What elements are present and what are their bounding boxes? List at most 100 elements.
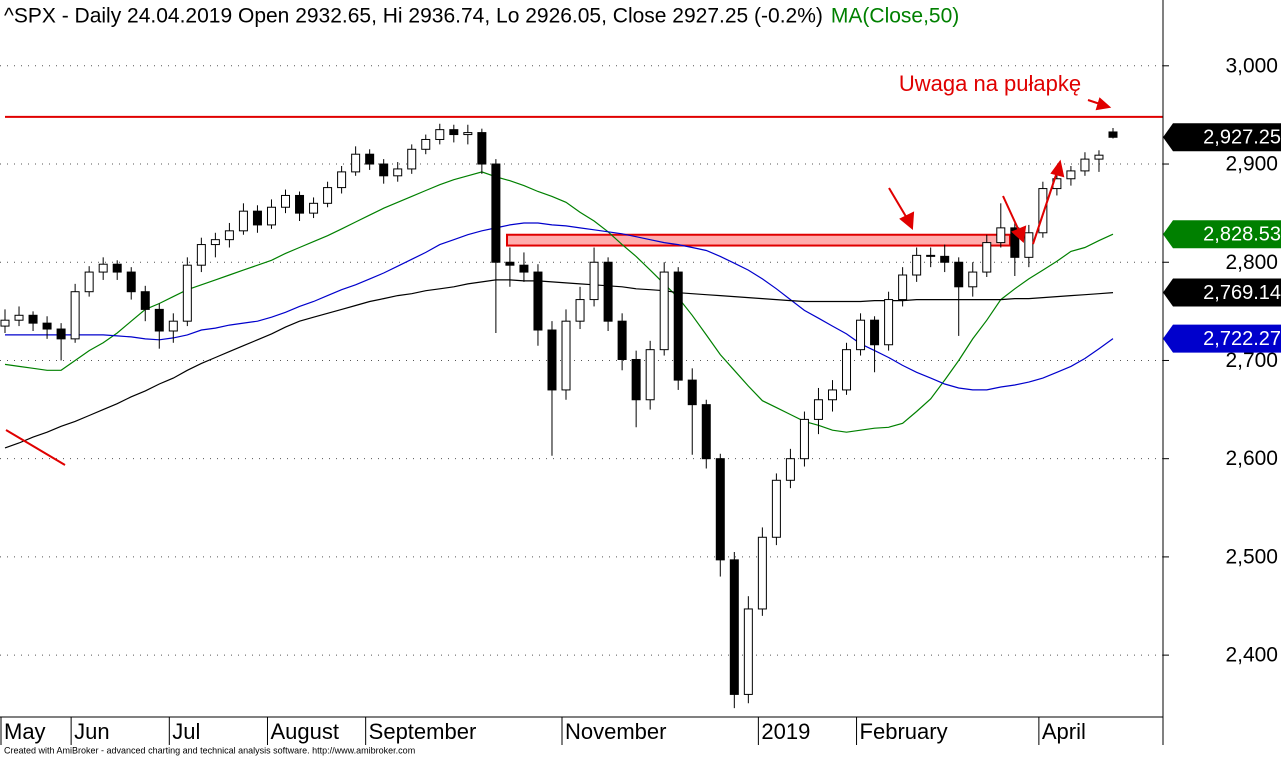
candle-body [379, 163, 389, 177]
candle-body [252, 210, 262, 226]
value-label-box [1163, 278, 1281, 307]
candle-body [463, 132, 473, 136]
arrow [5, 429, 66, 466]
candle-body [827, 389, 837, 401]
y-tick-label: 3,000 [1225, 54, 1278, 77]
candle-body [98, 263, 108, 273]
candle-body [28, 314, 38, 324]
candle-body [954, 261, 964, 288]
candle-body [266, 206, 276, 226]
value-label-box [1163, 324, 1281, 353]
x-tick-label: August [270, 719, 339, 744]
candle-body [0, 319, 10, 327]
footer: Created with AmiBroker - advanced charti… [4, 745, 415, 755]
zone [506, 233, 1011, 247]
x-tick-label: Jun [74, 719, 109, 744]
candle-body [238, 210, 248, 232]
candle-body [182, 264, 192, 322]
candle-body [1038, 188, 1048, 234]
chart-title: ^SPX - Daily 24.04.2019 Open 2932.65, Hi… [4, 5, 823, 28]
arrow-head [899, 211, 915, 231]
value-label-box [1163, 123, 1281, 152]
arrow [1032, 171, 1058, 245]
candle-body [42, 322, 52, 330]
candle-body [996, 227, 1006, 244]
value-label: 2,722.27 [1203, 328, 1281, 350]
candle-body [309, 202, 319, 214]
candle-body [477, 132, 487, 165]
candle-body [70, 291, 80, 340]
x-tick-label: November [565, 719, 666, 744]
candle-body [1094, 154, 1104, 160]
candle-body [715, 458, 725, 561]
candle-body [870, 319, 880, 346]
candle-body [771, 479, 781, 538]
candle-body [940, 255, 950, 263]
candle-body [56, 328, 66, 340]
x-tick-label: Jul [172, 719, 200, 744]
x-tick-label: April [1042, 719, 1086, 744]
candle-body [421, 138, 431, 150]
candle-body [281, 194, 291, 208]
candle-body [407, 148, 417, 170]
candle-body [884, 299, 894, 346]
arrows [5, 97, 1112, 466]
x-tick-label: February [860, 719, 948, 744]
candle-body [701, 404, 711, 460]
candle-body [365, 153, 375, 165]
candle-body [1066, 170, 1076, 180]
y-tick-label: 2,500 [1225, 545, 1278, 568]
y-tick-label: 2,600 [1225, 447, 1278, 470]
candle-body [856, 319, 866, 351]
candle-body [435, 129, 445, 140]
candle-body [84, 271, 94, 293]
candle-body [449, 129, 459, 136]
arrow-head [1011, 225, 1027, 243]
candle-body [785, 458, 795, 481]
candle-body [575, 299, 585, 322]
candle-body [1080, 158, 1090, 172]
value-label: 2,769.14 [1203, 282, 1281, 304]
candle-body [224, 230, 234, 241]
value-label-box [1163, 220, 1281, 249]
candle-body [589, 261, 599, 301]
candle-body [210, 239, 220, 246]
candle-body [968, 271, 978, 288]
candle-body [491, 163, 501, 263]
ma-line [4, 279, 1114, 449]
candle-body [168, 320, 178, 332]
candle-body [687, 379, 697, 406]
y-tick-label: 2,400 [1225, 644, 1278, 667]
candle-body [813, 399, 823, 420]
plot-area [0, 65, 1169, 709]
candle-body [729, 559, 739, 695]
candle-body [1010, 227, 1020, 258]
chart-subtitle: MA(Close,50) [831, 5, 959, 28]
x-tick-label: May [4, 719, 46, 744]
candle-body [617, 320, 627, 360]
candle-body [982, 242, 992, 273]
candle-body [196, 244, 206, 266]
candle-body [1108, 131, 1118, 138]
annotation: Uwaga na pułapkę [899, 71, 1081, 96]
candle-body [912, 254, 922, 276]
candle-body [112, 263, 122, 273]
candle-body [1024, 232, 1034, 258]
arrow [888, 187, 909, 221]
arrow-head [1095, 97, 1112, 111]
candle-body [561, 320, 571, 391]
x-tick-label: September [369, 719, 477, 744]
candle-body [603, 261, 613, 322]
value-label: 2,927.25 [1203, 127, 1281, 149]
candle-body [154, 308, 164, 332]
candle-body [673, 271, 683, 381]
y-tick-label: 2,900 [1225, 153, 1278, 176]
value-label: 2,828.53 [1203, 224, 1281, 246]
candle-body [323, 187, 333, 204]
candle-body [926, 254, 936, 257]
y-tick-label: 2,700 [1225, 349, 1278, 372]
candle-body [757, 536, 767, 610]
candle-body [842, 349, 852, 391]
candle-body [393, 168, 403, 177]
